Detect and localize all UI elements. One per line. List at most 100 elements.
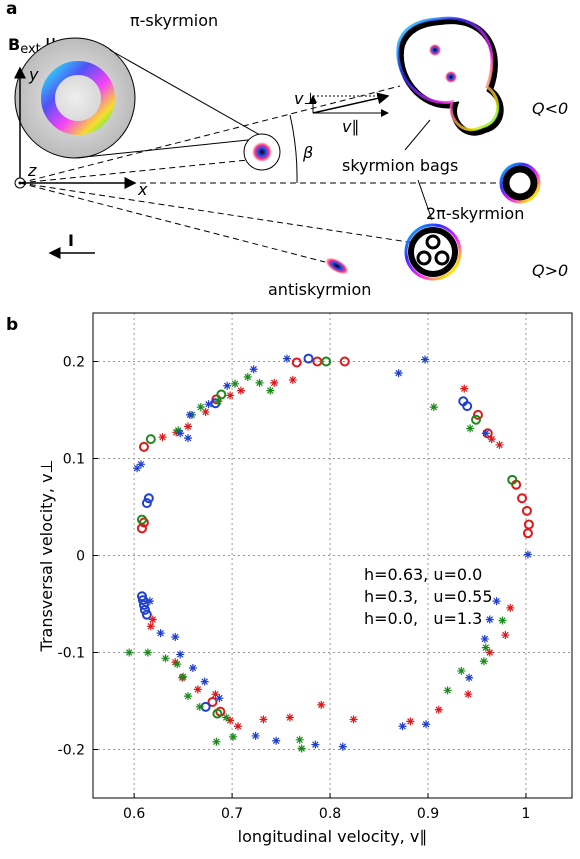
point xyxy=(212,737,221,746)
point xyxy=(143,493,154,504)
bags-pointer xyxy=(417,179,433,221)
point xyxy=(434,705,443,714)
annotation: h=0.3, u=0.55 xyxy=(364,587,493,606)
point xyxy=(272,736,281,745)
bags-label: skyrmion bags xyxy=(342,156,458,175)
point xyxy=(303,353,314,364)
point xyxy=(259,715,268,724)
point xyxy=(141,609,152,620)
point xyxy=(507,474,518,485)
pi-skyrmion-label: π-skyrmion xyxy=(130,11,218,30)
point xyxy=(321,356,332,367)
x-tick-label: 0.7 xyxy=(221,806,243,822)
zoom-line xyxy=(74,139,249,159)
bag-core xyxy=(416,250,432,266)
trajectories xyxy=(19,85,500,263)
point xyxy=(139,604,150,615)
y-tick-label: 0 xyxy=(76,549,85,565)
point xyxy=(464,690,473,699)
point xyxy=(179,672,188,681)
bag-core xyxy=(445,71,457,83)
annotation: h=0.63, u=0.0 xyxy=(364,565,482,584)
point xyxy=(481,429,490,438)
point xyxy=(200,677,209,686)
point xyxy=(141,498,152,509)
point xyxy=(148,615,157,624)
point xyxy=(266,386,275,395)
point xyxy=(136,460,145,469)
bag-core xyxy=(434,250,450,266)
point xyxy=(176,429,185,438)
point xyxy=(517,493,528,504)
axis-z: z xyxy=(27,161,37,180)
current-label: I xyxy=(68,231,74,250)
pi-skyrmion xyxy=(252,142,272,162)
point xyxy=(349,715,358,724)
two-pi-skyrmion xyxy=(502,165,538,201)
point xyxy=(138,441,149,452)
point xyxy=(138,599,149,610)
point xyxy=(251,731,260,740)
point xyxy=(295,735,304,744)
point xyxy=(485,615,494,624)
point xyxy=(161,654,170,663)
pi-skyrmion-core xyxy=(41,61,115,135)
point xyxy=(421,355,430,364)
point xyxy=(226,716,235,725)
point xyxy=(212,708,223,719)
point xyxy=(394,369,403,378)
anti-label: antiskyrmion xyxy=(268,280,371,299)
panel-a: a Bext|| z π-skyrmion y z x I β v⊥ v∥ Q<… xyxy=(6,0,568,299)
point xyxy=(188,664,197,673)
x-tick-label: 0.9 xyxy=(417,806,439,822)
beta-arc xyxy=(289,114,298,184)
point xyxy=(185,410,194,419)
bag-core xyxy=(425,234,441,250)
point xyxy=(145,434,156,445)
axis-x: x xyxy=(137,180,148,199)
point xyxy=(207,696,218,707)
x-tick-label: 0.8 xyxy=(319,806,341,822)
point xyxy=(137,595,148,606)
point xyxy=(136,514,147,525)
point xyxy=(184,692,193,701)
point xyxy=(479,657,488,666)
point xyxy=(204,400,213,409)
bag-core xyxy=(429,44,441,56)
point xyxy=(270,378,279,387)
point xyxy=(282,354,291,363)
point xyxy=(429,403,438,412)
point xyxy=(255,378,264,387)
point xyxy=(193,685,202,694)
point xyxy=(522,528,533,539)
antiskyrmion xyxy=(325,257,349,275)
point xyxy=(233,722,242,731)
point xyxy=(480,634,489,643)
y-tick-label: 0.1 xyxy=(63,452,85,468)
point xyxy=(317,700,326,709)
point xyxy=(462,401,473,412)
x-tick-label: 0.6 xyxy=(123,806,145,822)
zoom-line xyxy=(109,49,261,136)
point xyxy=(406,717,415,726)
point xyxy=(506,603,515,612)
point xyxy=(501,631,510,640)
point xyxy=(249,365,258,374)
point xyxy=(222,713,231,722)
point xyxy=(492,597,501,606)
bag-q-negative-ring xyxy=(396,16,500,131)
point xyxy=(174,426,183,435)
two-pi-label: 2π-skyrmion xyxy=(426,204,524,223)
point xyxy=(285,713,294,722)
point xyxy=(465,673,474,682)
point xyxy=(457,666,466,675)
point xyxy=(231,379,240,388)
point xyxy=(291,357,302,368)
point xyxy=(495,440,504,449)
point xyxy=(460,384,469,393)
point xyxy=(176,650,185,659)
point xyxy=(146,622,155,631)
point xyxy=(471,414,482,425)
point xyxy=(214,397,223,406)
